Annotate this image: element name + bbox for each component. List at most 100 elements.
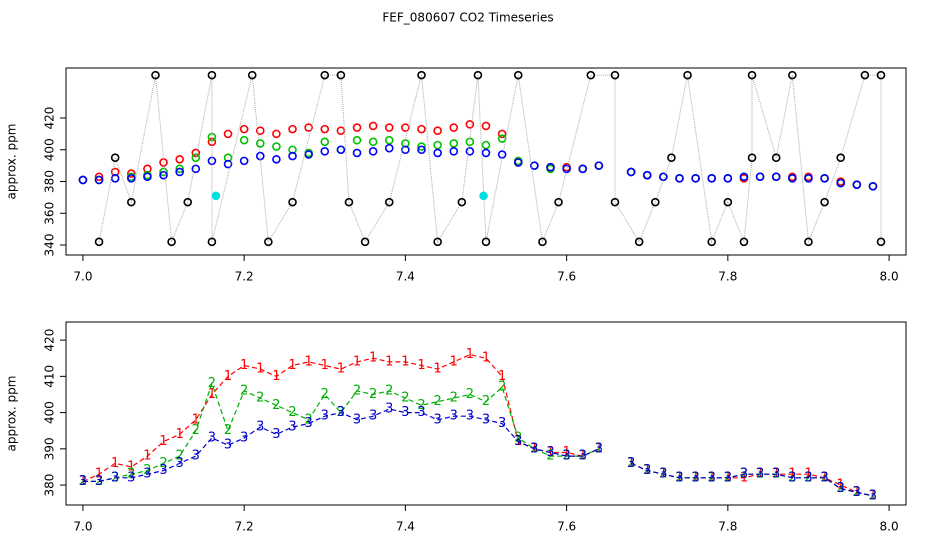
data-point xyxy=(272,129,281,139)
data-point xyxy=(159,158,168,167)
data-point xyxy=(239,135,249,145)
data-point xyxy=(852,180,862,189)
data-point xyxy=(175,167,184,177)
point-marker: 2 xyxy=(159,456,167,471)
series-line xyxy=(98,74,882,244)
data-point xyxy=(288,151,297,161)
data-point xyxy=(207,70,217,80)
point-marker: 3 xyxy=(482,412,490,427)
figure-title: FEF_080607 CO2 Timeseries xyxy=(382,11,553,25)
y-tick-label: 410 xyxy=(43,365,57,388)
point-marker: 1 xyxy=(466,347,474,362)
data-point xyxy=(530,161,539,170)
data-point xyxy=(320,147,330,156)
point-marker: 1 xyxy=(562,445,570,460)
data-point xyxy=(610,197,620,207)
point-marker: 1 xyxy=(224,369,232,384)
data-point xyxy=(223,159,233,169)
data-point xyxy=(667,153,676,162)
data-point xyxy=(368,147,378,156)
point-marker: 3 xyxy=(691,470,699,485)
data-point xyxy=(360,237,370,247)
point-marker: 1 xyxy=(353,354,361,369)
point-marker: 3 xyxy=(353,412,361,427)
point-marker: 1 xyxy=(127,459,135,474)
data-point xyxy=(473,70,483,80)
point-marker: 3 xyxy=(530,441,538,456)
data-point xyxy=(207,156,217,166)
point-marker: 1 xyxy=(869,488,877,503)
point-marker: 1 xyxy=(208,387,216,402)
point-marker: 3 xyxy=(272,427,280,442)
data-point xyxy=(739,237,749,247)
point-marker: 3 xyxy=(498,416,506,431)
y-tick-label: 400 xyxy=(43,401,57,424)
data-point xyxy=(344,197,354,207)
point-marker: 1 xyxy=(804,467,812,482)
point-marker: 2 xyxy=(546,449,554,464)
y-tick-label: 380 xyxy=(43,170,57,193)
point-marker: 3 xyxy=(546,445,554,460)
y-tick-label: 400 xyxy=(43,138,57,161)
point-marker: 1 xyxy=(482,351,490,366)
point-marker: 3 xyxy=(369,409,377,424)
x-tick-label: 8.0 xyxy=(880,270,899,284)
point-marker: 2 xyxy=(143,463,151,478)
point-marker: 1 xyxy=(240,358,248,373)
point-marker: 1 xyxy=(837,478,845,493)
data-point xyxy=(126,174,136,183)
data-point xyxy=(126,169,136,178)
data-point xyxy=(755,172,765,182)
data-point xyxy=(562,164,571,174)
data-point xyxy=(747,70,757,80)
data-point xyxy=(554,197,563,207)
point-marker: 3 xyxy=(675,470,683,485)
data-point xyxy=(417,145,426,155)
x-tick-label: 7.0 xyxy=(73,270,92,284)
point-marker: 3 xyxy=(514,434,522,449)
data-point xyxy=(336,126,346,136)
data-point xyxy=(304,123,313,132)
data-point xyxy=(151,70,160,80)
data-point xyxy=(143,172,152,182)
point-marker: 2 xyxy=(498,380,506,395)
point-marker: 2 xyxy=(595,441,603,456)
data-point xyxy=(272,154,281,164)
point-marker: 3 xyxy=(79,474,87,489)
point-marker: 3 xyxy=(305,416,313,431)
point-marker: 1 xyxy=(256,362,264,377)
x-tick-label: 7.8 xyxy=(718,270,737,284)
data-point xyxy=(239,124,249,134)
point-marker: 1 xyxy=(176,427,184,442)
data-point xyxy=(836,153,846,162)
data-point xyxy=(594,161,604,170)
x-tick-label: 7.6 xyxy=(557,520,576,534)
data-point xyxy=(433,148,442,158)
data-point xyxy=(739,172,749,182)
data-point xyxy=(288,197,297,207)
data-point xyxy=(211,191,221,201)
data-point xyxy=(223,129,233,139)
data-point xyxy=(272,142,281,151)
data-point xyxy=(634,237,644,247)
point-marker: 1 xyxy=(143,449,151,464)
point-marker: 3 xyxy=(740,467,748,482)
point-marker: 2 xyxy=(385,383,393,398)
data-point xyxy=(320,124,330,134)
data-point xyxy=(675,174,684,183)
point-marker: 3 xyxy=(127,470,135,485)
data-point xyxy=(384,135,394,145)
point-marker: 2 xyxy=(562,449,570,464)
data-point xyxy=(384,143,394,153)
data-point xyxy=(465,137,475,147)
series-line xyxy=(82,381,874,497)
point-marker: 3 xyxy=(192,449,200,464)
data-point xyxy=(191,153,201,162)
data-point xyxy=(352,135,362,145)
point-marker: 2 xyxy=(272,398,280,413)
data-point xyxy=(788,70,797,80)
point-marker: 2 xyxy=(514,430,522,445)
point-marker: 1 xyxy=(498,369,506,384)
data-point xyxy=(723,174,733,183)
point-marker: 2 xyxy=(369,387,377,402)
